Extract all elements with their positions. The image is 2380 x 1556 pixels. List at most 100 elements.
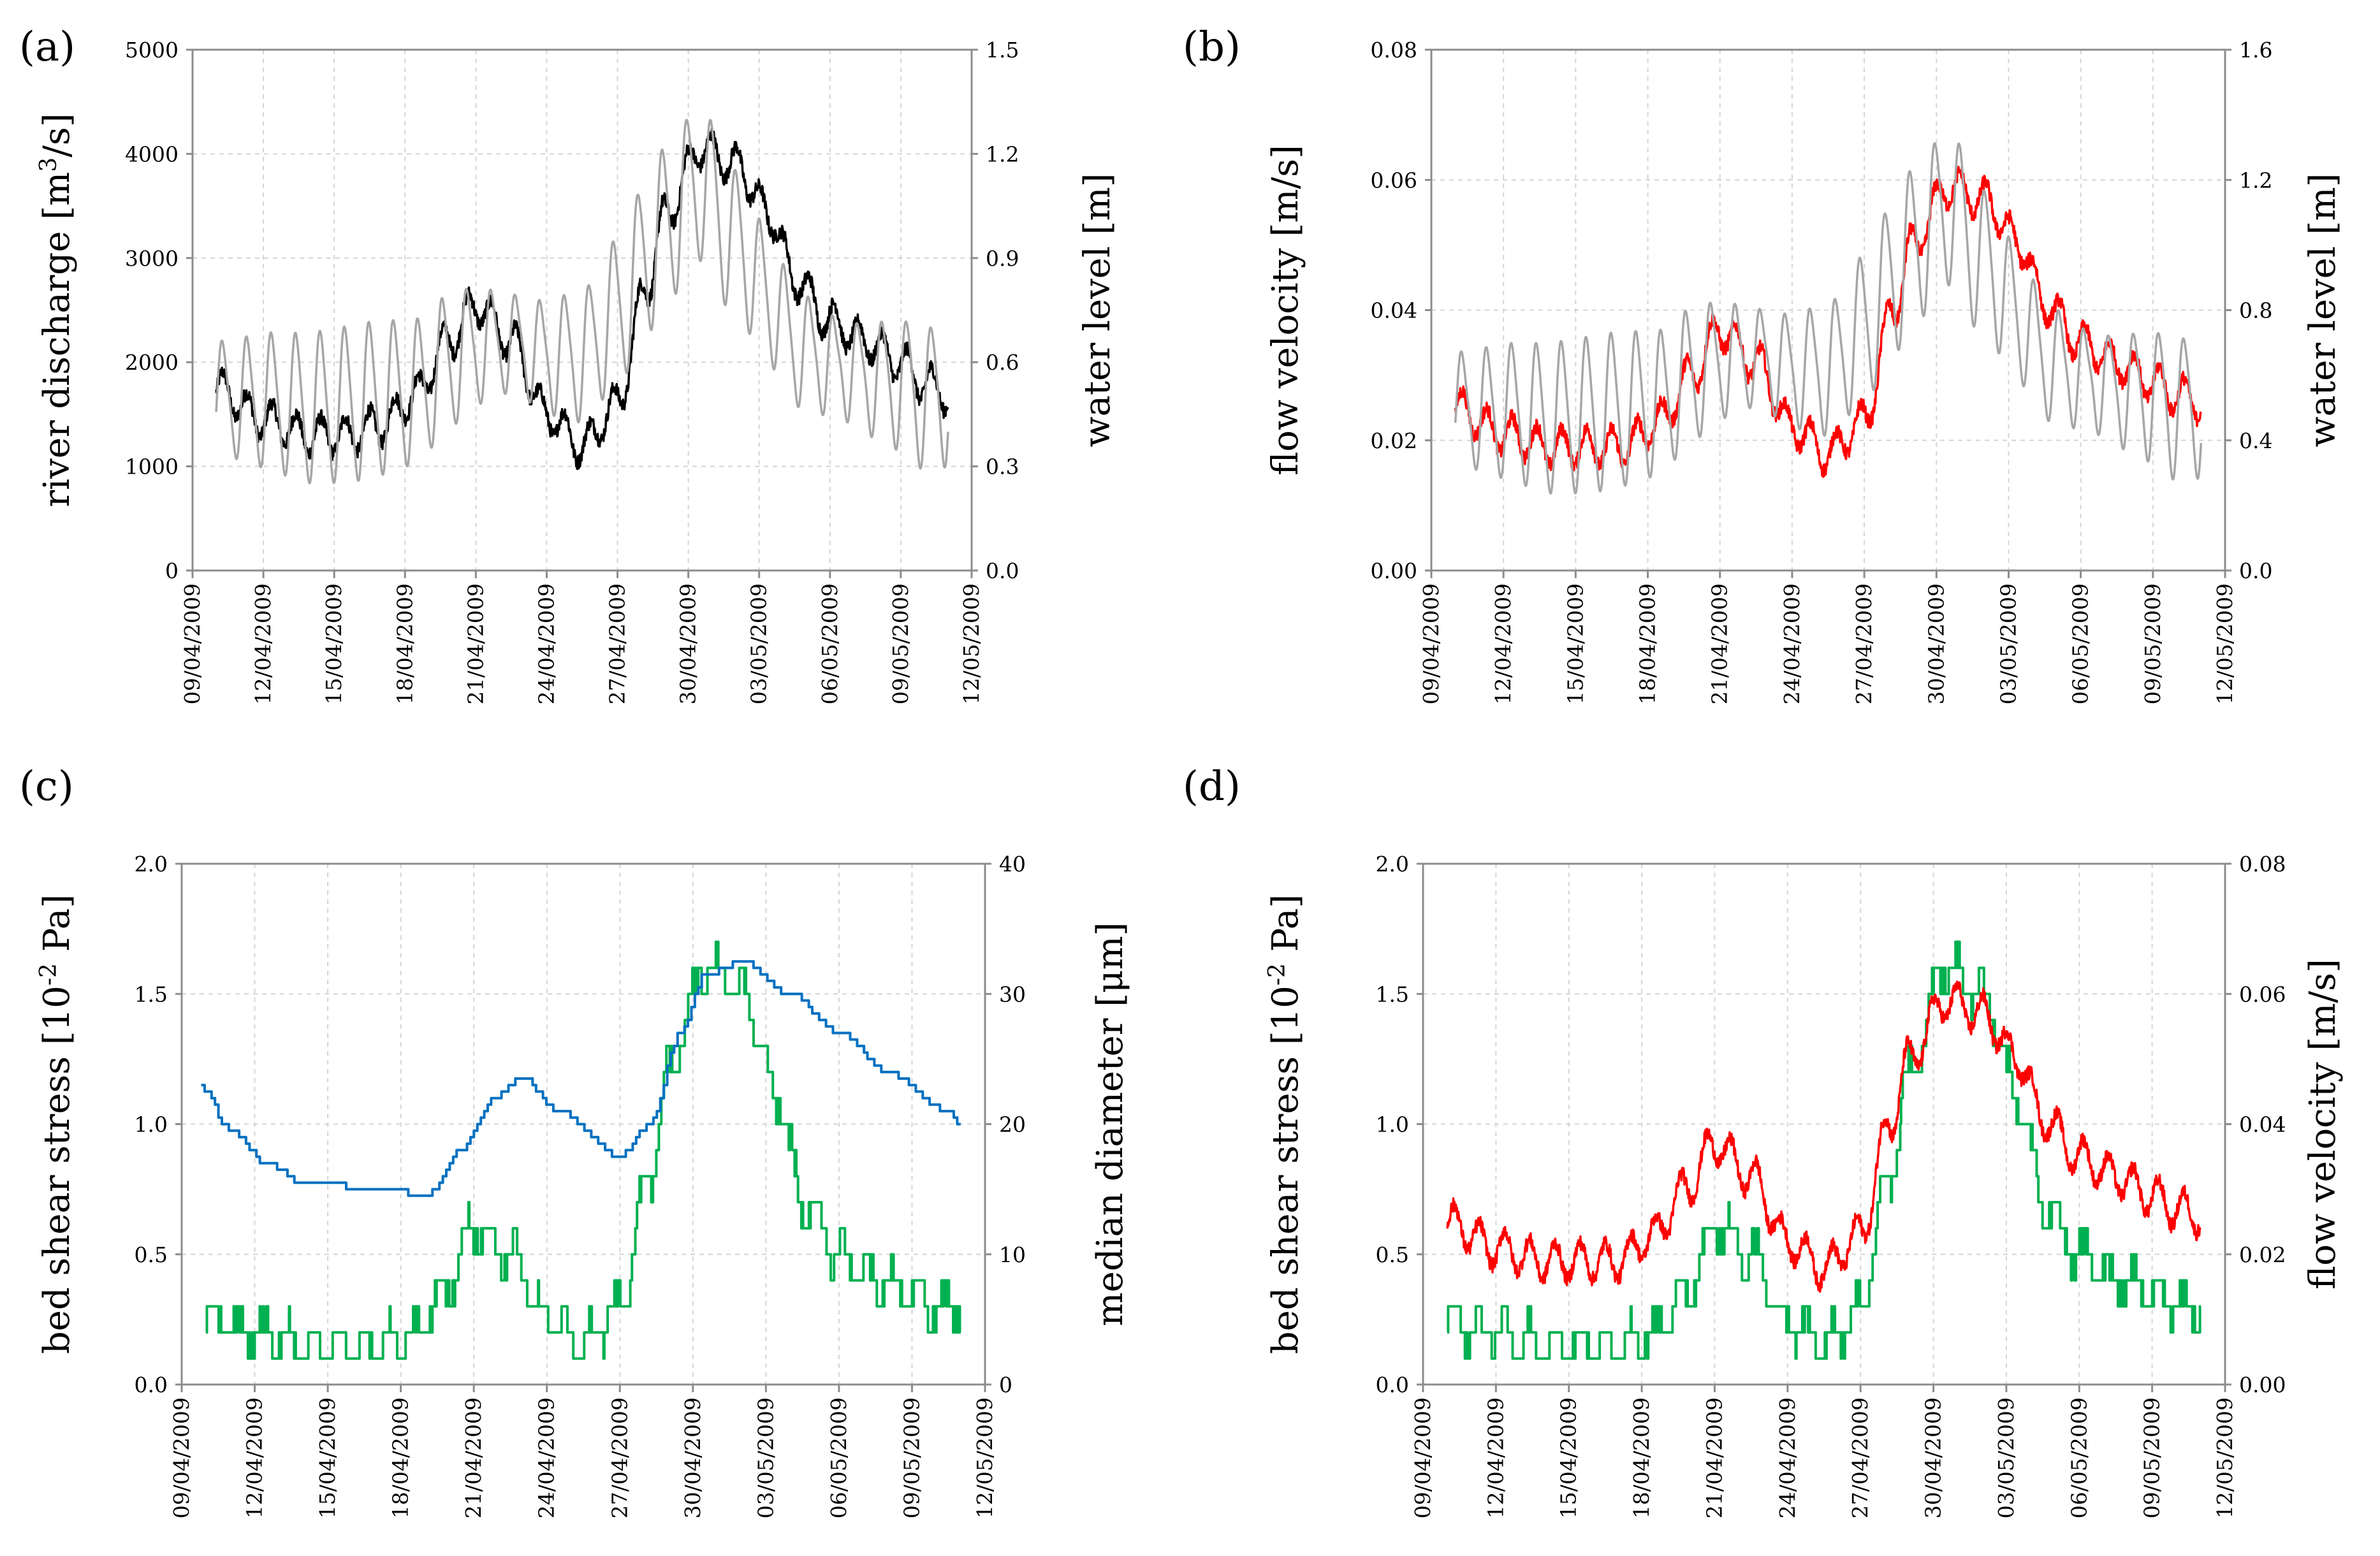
x-tick-label: 15/04/2009 xyxy=(321,583,346,704)
y-left-axis-title: river discharge [m3/s] xyxy=(36,113,78,507)
x-tick-label: 06/05/2009 xyxy=(2066,1397,2091,1518)
x-tick-label: 27/04/2009 xyxy=(1848,1397,1873,1518)
x-tick-label: 09/05/2009 xyxy=(888,583,913,704)
y-right-axis-title: median diameter [μm] xyxy=(1090,922,1131,1326)
y-left-tick-label: 0.5 xyxy=(1376,1242,1409,1267)
y-right-tick-label: 0.8 xyxy=(2239,298,2272,323)
y-right-tick-label: 20 xyxy=(999,1112,1026,1137)
x-tick-label: 03/05/2009 xyxy=(1996,583,2020,704)
y-right-tick-label: 0.02 xyxy=(2239,1242,2286,1267)
y-left-tick-label: 1.5 xyxy=(135,982,168,1007)
y-left-tick-label: 0.0 xyxy=(135,1372,168,1397)
y-right-tick-label: 0 xyxy=(999,1372,1012,1397)
x-tick-label: 30/04/2009 xyxy=(1924,583,1948,704)
series-line-water-level xyxy=(1454,142,2203,495)
x-tick-label: 09/05/2009 xyxy=(2140,1397,2165,1518)
x-tick-label: 21/04/2009 xyxy=(463,583,488,704)
y-left-tick-label: 2.0 xyxy=(135,852,168,876)
x-tick-label: 24/04/2009 xyxy=(534,583,558,704)
series-line-river-discharge xyxy=(215,127,949,470)
y-right-tick-label: 0.04 xyxy=(2239,1112,2286,1137)
x-tick-label: 06/05/2009 xyxy=(817,583,842,704)
x-tick-label: 12/04/2009 xyxy=(1483,1397,1508,1518)
y-left-axis-title: bed shear stress [10-2 Pa] xyxy=(1264,894,1306,1354)
y-right-tick-label: 0.9 xyxy=(986,246,1019,271)
x-tick-label: 15/04/2009 xyxy=(1563,583,1588,704)
x-tick-label: 09/04/2009 xyxy=(180,583,205,704)
chart-panel-4: 0.0 0.5 1.0 1.5 2.0 0.00 0.02 0.04 0.06 0.08 09/04… xyxy=(1183,763,2344,1518)
x-tick-label: 06/05/2009 xyxy=(2068,583,2093,704)
y-right-axis-title: water level [m] xyxy=(1077,173,1118,447)
chart-panel-1: 0 1000 2000 3000 4000 5000 0.0 0.3 0.6 0.9 1.2 1.5 0… xyxy=(19,24,1118,704)
y-right-tick-label: 0.00 xyxy=(2239,1372,2286,1397)
y-left-axis-title: bed shear stress [10-2 Pa] xyxy=(36,894,78,1354)
x-tick-label: 24/04/2009 xyxy=(1775,1397,1800,1518)
y-left-tick-label: 0.5 xyxy=(135,1242,168,1267)
x-tick-label: 30/04/2009 xyxy=(1921,1397,1946,1518)
panel-label: (d) xyxy=(1183,763,1241,810)
y-right-tick-label: 40 xyxy=(999,852,1026,876)
x-tick-label: 18/04/2009 xyxy=(1629,1397,1654,1518)
series-line-bed-shear-stress xyxy=(1447,940,2201,1360)
chart-panel-3: 0.0 0.5 1.0 1.5 2.0 0 10 20 30 40 09/04/2009 12/04/… xyxy=(19,763,1131,1518)
y-left-tick-label: 4000 xyxy=(125,142,179,166)
x-tick-label: 27/04/2009 xyxy=(1851,583,1876,704)
y-right-tick-label: 1.5 xyxy=(986,38,1019,62)
y-right-tick-label: 0.3 xyxy=(986,454,1019,479)
y-left-tick-label: 2.0 xyxy=(1376,852,1409,876)
series-line-median-diameter xyxy=(201,960,961,1197)
y-left-tick-label: 0.06 xyxy=(1371,168,1417,193)
x-tick-label: 12/05/2009 xyxy=(2212,1397,2237,1518)
y-left-tick-label: 2000 xyxy=(125,350,179,375)
y-right-tick-label: 0.4 xyxy=(2239,428,2272,453)
x-tick-label: 09/04/2009 xyxy=(1419,583,1443,704)
series-line-bed-shear-stress xyxy=(205,940,961,1360)
y-right-tick-label: 0.0 xyxy=(2239,558,2272,583)
y-left-tick-label: 0 xyxy=(165,558,179,583)
x-tick-label: 18/04/2009 xyxy=(392,583,417,704)
y-right-tick-label: 1.2 xyxy=(2239,168,2272,193)
x-tick-label: 18/04/2009 xyxy=(1635,583,1660,704)
x-tick-label: 12/04/2009 xyxy=(1491,583,1515,704)
y-right-tick-label: 0.08 xyxy=(2239,852,2286,876)
x-tick-label: 24/04/2009 xyxy=(534,1397,559,1518)
x-tick-label: 09/05/2009 xyxy=(899,1397,924,1518)
x-tick-label: 12/05/2009 xyxy=(959,583,984,704)
x-tick-label: 15/04/2009 xyxy=(315,1397,340,1518)
y-left-tick-label: 0.00 xyxy=(1371,558,1417,583)
y-left-tick-label: 0.02 xyxy=(1371,428,1417,453)
x-tick-label: 21/04/2009 xyxy=(1702,1397,1727,1518)
x-tick-label: 09/05/2009 xyxy=(2140,583,2165,704)
y-right-tick-label: 0.0 xyxy=(986,558,1019,583)
y-left-tick-label: 1.0 xyxy=(135,1112,168,1137)
x-tick-label: 30/04/2009 xyxy=(680,1397,705,1518)
x-tick-label: 18/04/2009 xyxy=(388,1397,413,1518)
y-right-tick-label: 10 xyxy=(999,1242,1026,1267)
panel-label: (b) xyxy=(1183,24,1241,71)
panel-label: (c) xyxy=(19,763,74,810)
x-tick-label: 12/04/2009 xyxy=(251,583,275,704)
x-tick-label: 27/04/2009 xyxy=(605,583,630,704)
y-right-axis-title: water level [m] xyxy=(2302,173,2344,447)
x-tick-label: 15/04/2009 xyxy=(1556,1397,1581,1518)
y-left-tick-label: 3000 xyxy=(125,246,179,271)
x-tick-label: 12/04/2009 xyxy=(242,1397,267,1518)
y-left-tick-label: 1.0 xyxy=(1376,1112,1409,1137)
y-left-tick-label: 0.04 xyxy=(1371,298,1417,323)
x-tick-label: 03/05/2009 xyxy=(753,1397,778,1518)
x-tick-label: 24/04/2009 xyxy=(1779,583,1804,704)
x-tick-label: 12/05/2009 xyxy=(2212,583,2237,704)
x-tick-label: 03/05/2009 xyxy=(1994,1397,2019,1518)
x-tick-label: 27/04/2009 xyxy=(607,1397,632,1518)
plot-frame xyxy=(191,48,973,572)
x-tick-label: 30/04/2009 xyxy=(676,583,701,704)
y-right-tick-label: 30 xyxy=(999,982,1026,1007)
y-right-tick-label: 1.2 xyxy=(986,142,1019,166)
y-left-tick-label: 5000 xyxy=(125,38,179,62)
y-left-tick-label: 1000 xyxy=(125,454,179,479)
x-tick-label: 12/05/2009 xyxy=(972,1397,997,1518)
x-tick-label: 21/04/2009 xyxy=(461,1397,486,1518)
series-line-flow-velocity xyxy=(1454,165,2202,478)
chart-panel-2: 0.00 0.02 0.04 0.06 0.08 0.0 0.4 0.8 1.2 1.6 09/04… xyxy=(1183,24,2344,704)
y-right-axis-title: flow velocity [m/s] xyxy=(2302,959,2344,1290)
